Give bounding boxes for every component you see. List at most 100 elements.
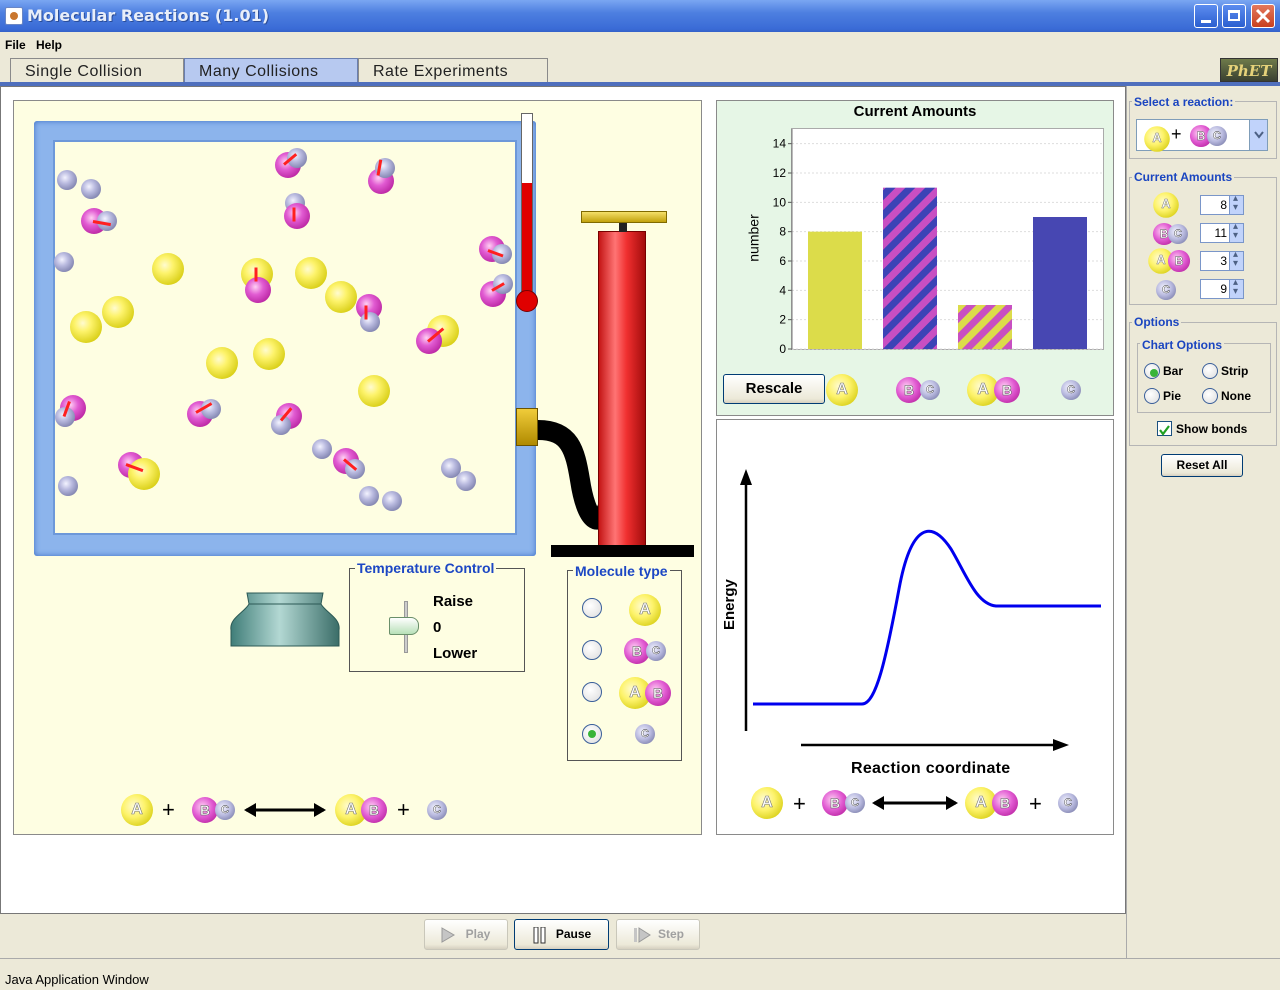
pause-button[interactable]: Pause bbox=[514, 919, 609, 950]
amount-bc-value: 11 bbox=[1214, 226, 1227, 240]
temperature-slider-thumb[interactable] bbox=[389, 617, 419, 635]
chart-options-title: Chart Options bbox=[1140, 338, 1224, 352]
minimize-icon bbox=[1201, 20, 1211, 23]
molecule-a bbox=[253, 338, 285, 370]
molecule-type-radio-bc[interactable] bbox=[582, 640, 602, 660]
heat-lid-icon bbox=[230, 592, 340, 647]
thermometer-bulb bbox=[516, 290, 538, 312]
reset-all-button[interactable]: Reset All bbox=[1161, 454, 1243, 477]
equilibrium-arrow-icon bbox=[872, 796, 958, 810]
menu-bar: File Help bbox=[0, 32, 1280, 56]
tab-rate-experiments[interactable]: Rate Experiments bbox=[358, 58, 548, 84]
molecule-a-icon: A bbox=[629, 594, 661, 626]
amount-c-icon: C bbox=[1168, 224, 1188, 244]
equation-a-icon: A bbox=[751, 787, 783, 819]
amount-ab-spinner[interactable]: 3 bbox=[1200, 249, 1244, 271]
equation-a-icon: A bbox=[121, 794, 153, 826]
temperature-zero-label: 0 bbox=[433, 619, 442, 636]
options-title: Options bbox=[1132, 315, 1182, 329]
tab-many-collisions[interactable]: Many Collisions bbox=[184, 58, 358, 84]
equation-plus: + bbox=[397, 797, 410, 822]
molecule-c bbox=[58, 476, 78, 496]
step-icon bbox=[634, 927, 651, 943]
chart-option-pie-radio[interactable] bbox=[1144, 388, 1160, 404]
pump-rod bbox=[619, 222, 627, 232]
molecule-b bbox=[284, 203, 310, 229]
maximize-button[interactable] bbox=[1222, 4, 1246, 28]
amount-c-value: 9 bbox=[1220, 282, 1227, 296]
pump-barrel bbox=[598, 231, 646, 547]
minimize-button[interactable] bbox=[1194, 4, 1218, 28]
bar-bc bbox=[883, 187, 937, 349]
chart-option-strip-label: Strip bbox=[1221, 364, 1249, 378]
reaction-a-icon: A bbox=[1144, 126, 1170, 152]
molecule-c bbox=[271, 415, 291, 435]
chart-option-none-label: None bbox=[1221, 389, 1251, 403]
maximize-icon bbox=[1228, 10, 1240, 21]
equation-b-icon: B bbox=[192, 797, 218, 823]
module-tabs: Single Collision Many Collisions Rate Ex… bbox=[0, 56, 1280, 86]
molecule-b-icon: B bbox=[624, 638, 650, 664]
step-button[interactable]: Step bbox=[616, 919, 700, 950]
molecule-c bbox=[456, 471, 476, 491]
equation-c-icon: C bbox=[427, 800, 447, 820]
energy-y-axis-label: Energy bbox=[721, 579, 738, 630]
checkmark-icon bbox=[1159, 425, 1170, 436]
molecule-c bbox=[382, 491, 402, 511]
molecule-type-radio-c[interactable] bbox=[582, 724, 602, 744]
energy-x-axis-label: Reaction coordinate bbox=[851, 760, 1011, 777]
molecule-type-radio-a[interactable] bbox=[582, 598, 602, 618]
bar-ab bbox=[958, 305, 1012, 349]
molecule-a bbox=[128, 458, 160, 490]
amount-a-spinner[interactable]: 8 bbox=[1200, 193, 1244, 215]
molecule-b-icon: B bbox=[645, 680, 671, 706]
energy-diagram-panel bbox=[716, 419, 1114, 835]
molecule-b bbox=[245, 277, 271, 303]
menu-file[interactable]: File bbox=[5, 38, 26, 52]
molecule-a bbox=[102, 296, 134, 328]
bond-line bbox=[364, 305, 368, 320]
molecule-a bbox=[358, 375, 390, 407]
amount-c-spinner[interactable]: 9 bbox=[1200, 277, 1244, 299]
chevron-down-icon[interactable] bbox=[1249, 120, 1267, 150]
chart-legend-b-icon: B bbox=[896, 377, 922, 403]
molecule-c bbox=[360, 312, 380, 332]
molecule-type-radio-ab[interactable] bbox=[582, 682, 602, 702]
y-tick-label: 2 bbox=[779, 313, 786, 327]
rescale-button[interactable]: Rescale bbox=[723, 374, 825, 404]
temperature-lower-label: Lower bbox=[433, 645, 478, 662]
bar-c bbox=[1033, 217, 1087, 349]
close-button[interactable] bbox=[1251, 4, 1275, 28]
pause-icon bbox=[533, 927, 546, 944]
pump-nozzle bbox=[516, 408, 538, 446]
bar-a bbox=[808, 231, 862, 349]
equation-c-icon: C bbox=[1058, 793, 1078, 813]
molecule-a bbox=[152, 253, 184, 285]
chart-legend-c-icon: C bbox=[1061, 380, 1081, 400]
amount-b-icon: B bbox=[1167, 249, 1191, 273]
pump-handle[interactable] bbox=[581, 211, 667, 223]
select-reaction-title: Select a reaction: bbox=[1132, 95, 1236, 109]
tab-single-collision[interactable]: Single Collision bbox=[10, 58, 184, 84]
phet-logo: PhET bbox=[1220, 58, 1278, 82]
reaction-b-icon: B bbox=[1189, 124, 1213, 148]
amount-a-icon: A bbox=[1153, 192, 1179, 218]
reaction-plus: + bbox=[1171, 124, 1182, 144]
chart-option-bar-radio[interactable] bbox=[1144, 363, 1160, 379]
molecule-c bbox=[57, 170, 77, 190]
chart-option-none-radio[interactable] bbox=[1202, 388, 1218, 404]
y-tick-label: 12 bbox=[773, 166, 787, 180]
java-app-icon bbox=[5, 7, 23, 25]
molecule-a bbox=[206, 347, 238, 379]
molecule-c bbox=[54, 252, 74, 272]
chart-option-strip-radio[interactable] bbox=[1202, 363, 1218, 379]
molecule-a bbox=[295, 257, 327, 289]
menu-help[interactable]: Help bbox=[36, 38, 63, 52]
amount-bc-spinner[interactable]: 11 bbox=[1200, 221, 1244, 243]
play-button[interactable]: Play bbox=[424, 919, 508, 950]
equation-b-icon: B bbox=[992, 790, 1018, 816]
show-bonds-checkbox[interactable] bbox=[1157, 421, 1172, 436]
current-amounts-title: Current Amounts bbox=[1132, 170, 1235, 184]
molecule-c bbox=[359, 486, 379, 506]
molecule-c-icon: C bbox=[635, 724, 655, 744]
